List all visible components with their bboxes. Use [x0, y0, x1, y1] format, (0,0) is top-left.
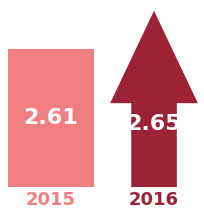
Text: 2016: 2016: [129, 190, 179, 209]
Text: 2015: 2015: [26, 190, 76, 209]
Bar: [8, 49, 94, 187]
Text: 2.65: 2.65: [127, 114, 181, 134]
Polygon shape: [110, 11, 198, 187]
Text: 2.61: 2.61: [24, 108, 78, 128]
